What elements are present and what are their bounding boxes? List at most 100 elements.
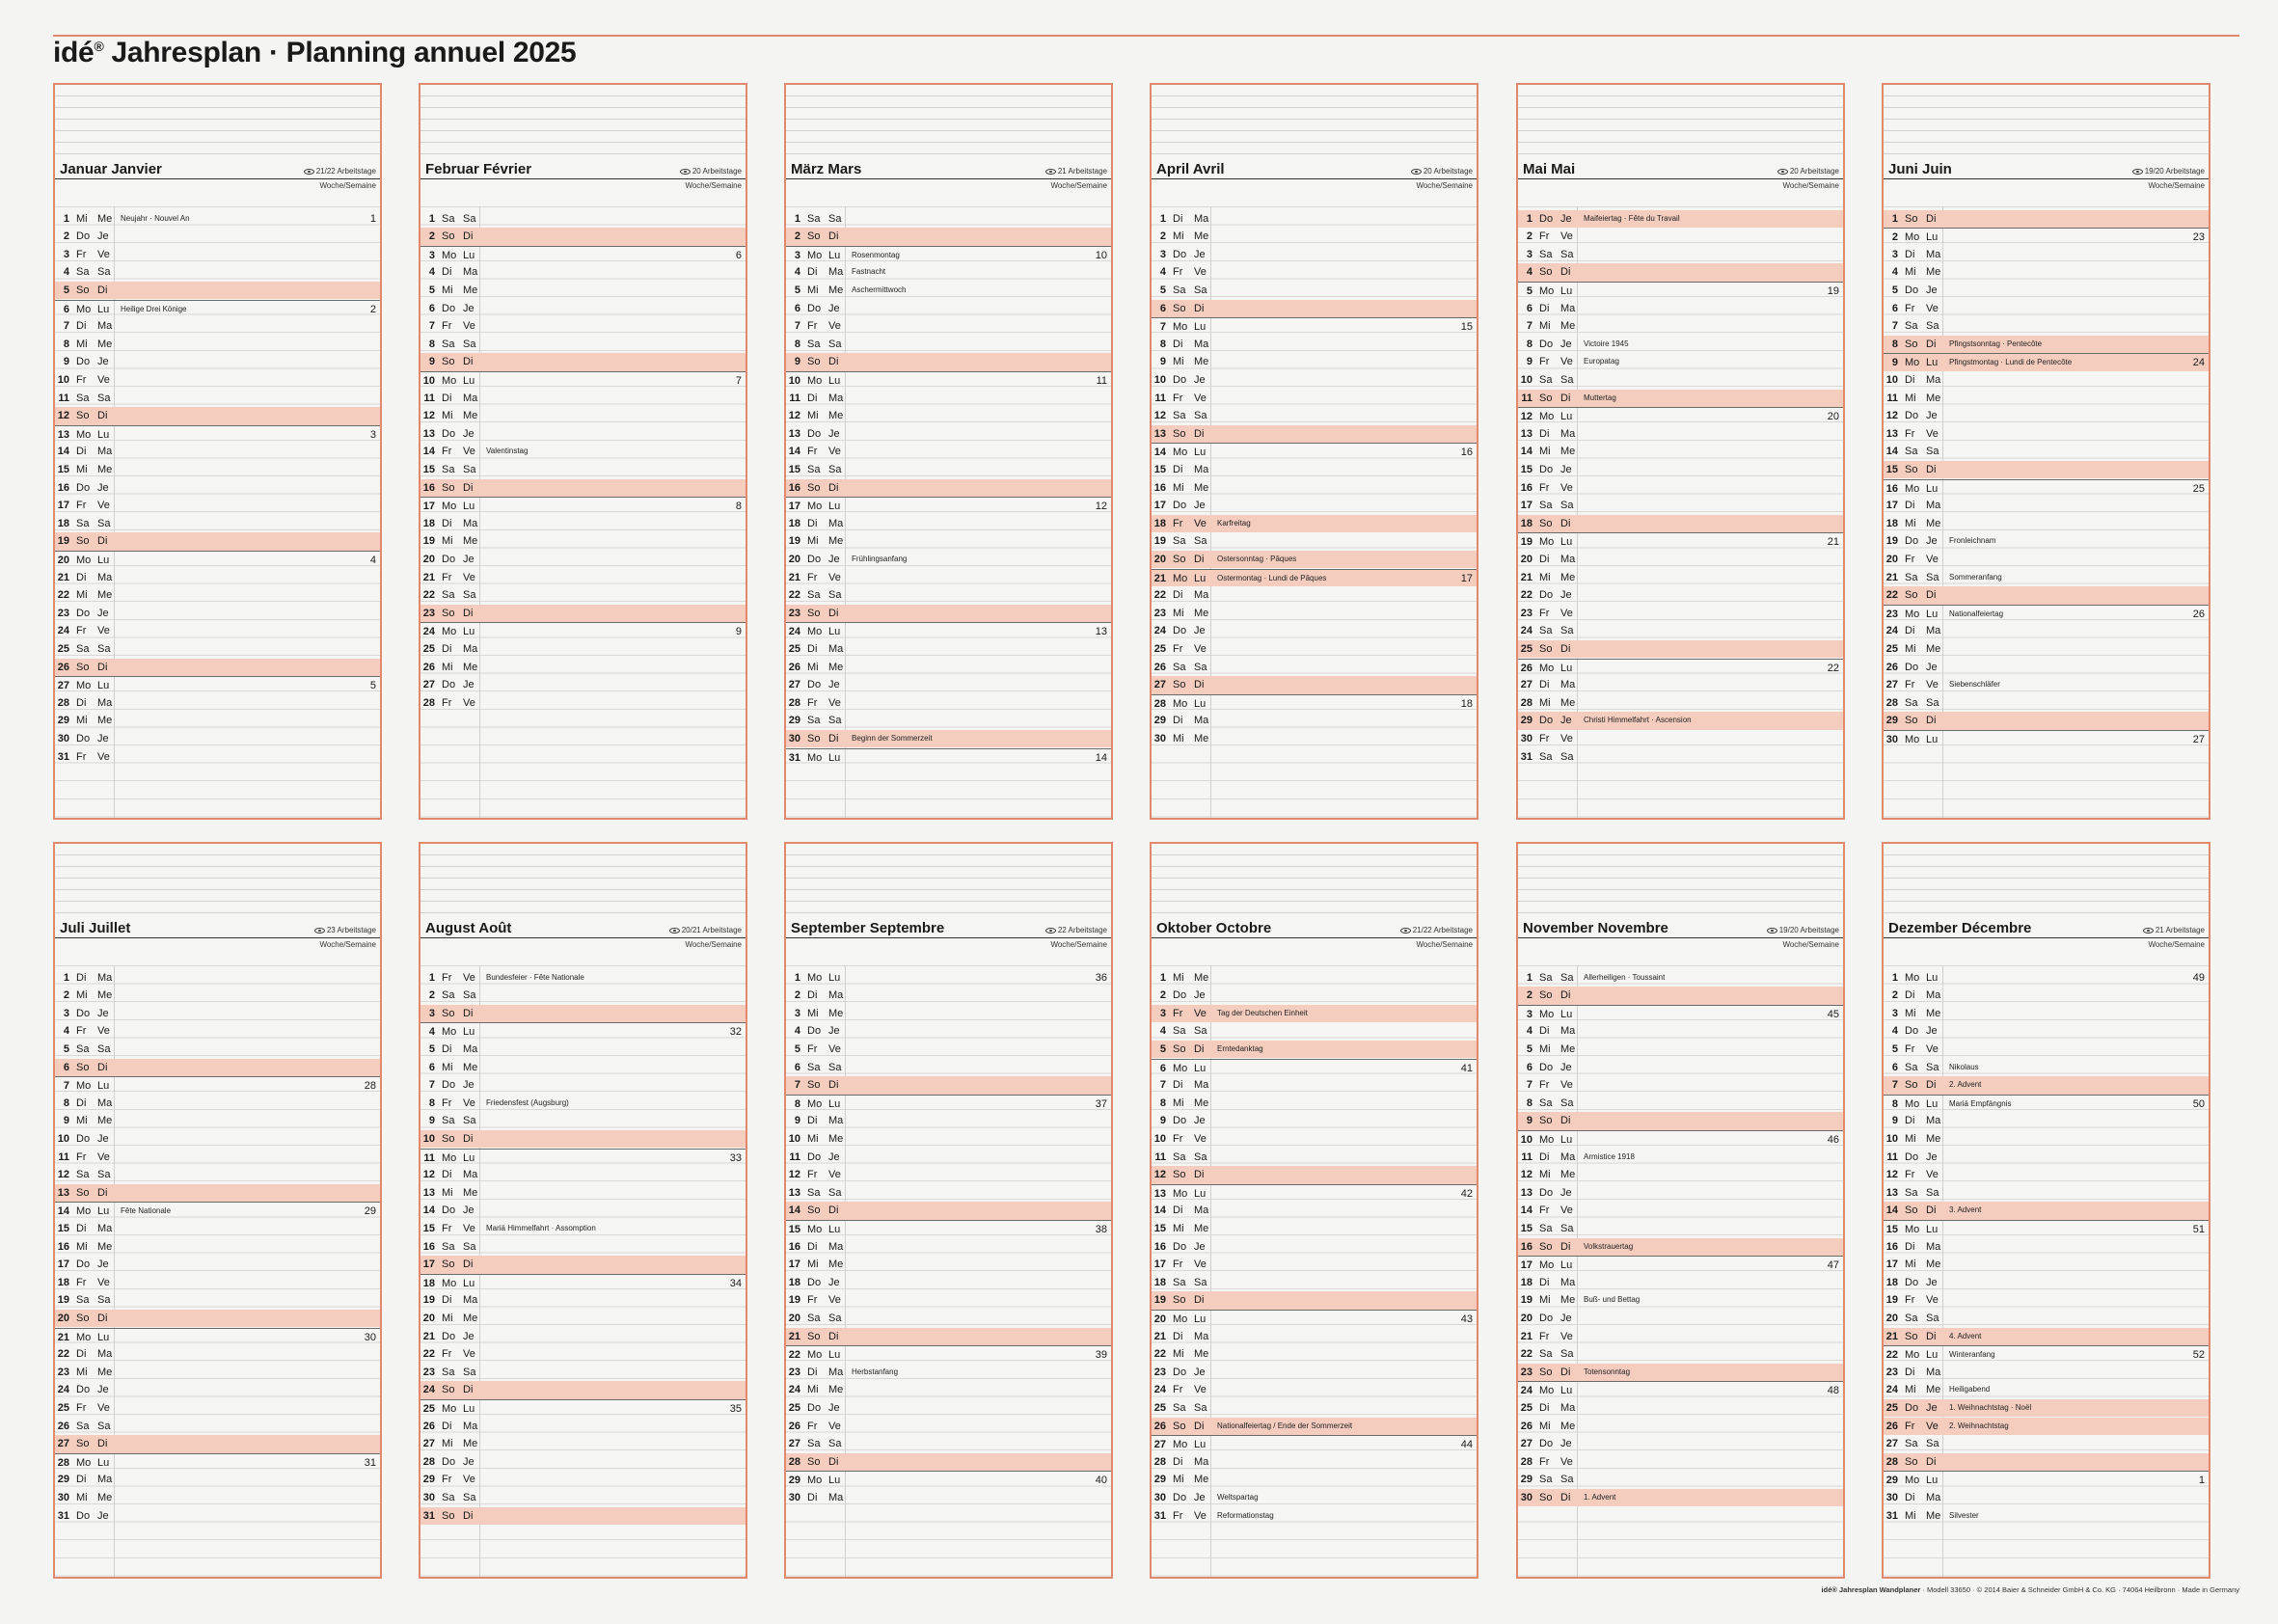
day-row[interactable]: 4 Fr Ve — [1152, 263, 1477, 282]
day-row[interactable]: 15 Di Ma — [55, 1220, 380, 1238]
day-row[interactable]: 5 Mi Me Aschermittwoch — [786, 282, 1111, 300]
day-row[interactable]: 3 Mo Lu 45 — [1518, 1004, 1843, 1023]
day-row[interactable]: 29 Sa Sa — [786, 712, 1111, 730]
day-row[interactable]: 5 So Di — [55, 281, 380, 300]
day-row[interactable]: 28 Fr Ve — [786, 694, 1111, 713]
day-row[interactable]: 8 Do Je Victoire 1945 — [1518, 336, 1843, 354]
day-row[interactable]: 19 Do Je Fronleichnam — [1884, 532, 2209, 551]
day-row[interactable]: 26 Sa Sa — [55, 1418, 380, 1436]
day-row[interactable]: 12 Mi Me — [420, 407, 746, 425]
day-row[interactable]: 1 Mi Me Neujahr · Nouvel An 1 — [55, 210, 380, 229]
day-row[interactable]: 18 Fr Ve Karfreitag — [1152, 514, 1477, 533]
day-row[interactable]: 17 Do Je — [55, 1256, 380, 1274]
day-row[interactable]: 3 Sa Sa — [1518, 246, 1843, 264]
day-row[interactable]: 21 Fr Ve — [1518, 1328, 1843, 1346]
day-row[interactable]: 21 Fr Ve — [786, 569, 1111, 587]
day-row[interactable]: 8 Di Ma — [1152, 336, 1477, 354]
day-row[interactable]: 12 So Di — [55, 407, 380, 425]
day-row[interactable]: 7 Sa Sa — [1884, 317, 2209, 336]
day-row[interactable]: 31 Sa Sa — [1518, 748, 1843, 767]
day-row[interactable]: 4 Di Ma — [1518, 1022, 1843, 1041]
day-row[interactable]: 12 Mo Lu 20 — [1518, 407, 1843, 425]
day-row[interactable]: 10 Mo Lu 46 — [1518, 1129, 1843, 1149]
day-row[interactable]: 1 So Di — [1884, 209, 2209, 229]
day-row[interactable]: 5 Di Ma — [420, 1041, 746, 1059]
day-row[interactable]: 31 Mo Lu 14 — [786, 747, 1111, 767]
day-row[interactable]: 21 Sa Sa Sommeranfang — [1884, 569, 2209, 587]
day-row[interactable]: 12 Di Ma — [420, 1166, 746, 1184]
day-row[interactable]: 2 Fr Ve — [1518, 228, 1843, 246]
day-row[interactable]: 4 So Di — [1518, 263, 1843, 282]
day-row[interactable]: 3 Di Ma — [1884, 246, 2209, 264]
day-row[interactable]: 17 Mi Me — [786, 1256, 1111, 1274]
day-row[interactable]: 7 So Di — [786, 1076, 1111, 1095]
day-row[interactable]: 7 So Di 2. Advent — [1884, 1076, 2209, 1095]
day-row[interactable]: 7 Mo Lu 28 — [55, 1076, 380, 1095]
day-row[interactable]: 19 Mi Me — [420, 532, 746, 551]
day-row[interactable]: 17 Mo Lu 12 — [786, 497, 1111, 515]
day-row[interactable]: 27 Do Je — [786, 676, 1111, 694]
day-row[interactable]: 14 So Di — [786, 1202, 1111, 1220]
day-row[interactable]: 24 Do Je — [55, 1381, 380, 1399]
day-row[interactable]: 31 So Di — [420, 1506, 746, 1526]
day-row[interactable]: 26 So Di — [55, 658, 380, 677]
notes-lines[interactable] — [1518, 85, 1843, 155]
day-row[interactable]: 19 Di Ma — [420, 1291, 746, 1310]
day-row[interactable]: 18 Do Je — [1884, 1274, 2209, 1292]
day-row[interactable]: 24 Mi Me Heiligabend — [1884, 1381, 2209, 1399]
day-row[interactable]: 27 Sa Sa — [1884, 1435, 2209, 1453]
day-row[interactable]: 3 Do Je — [1152, 246, 1477, 264]
day-row[interactable]: 15 Sa Sa — [786, 461, 1111, 479]
day-row[interactable]: 21 Di Ma — [55, 569, 380, 587]
day-row[interactable]: 8 Sa Sa — [420, 336, 746, 354]
day-row[interactable]: 10 Mi Me — [1884, 1130, 2209, 1149]
day-row[interactable]: 15 So Di — [1884, 460, 2209, 479]
day-row[interactable]: 9 Do Je — [1152, 1112, 1477, 1130]
day-row[interactable]: 8 Di Ma — [55, 1095, 380, 1113]
day-row[interactable]: 30 Di Ma — [1884, 1489, 2209, 1507]
day-row[interactable]: 9 Fr Ve Europatag — [1518, 353, 1843, 371]
day-row[interactable]: 3 Fr Ve Tag der Deutschen Einheit — [1152, 1004, 1477, 1023]
day-row[interactable]: 5 So Di Erntedanktag — [1152, 1040, 1477, 1059]
day-row[interactable]: 1 Mi Me — [1152, 969, 1477, 988]
day-row[interactable]: 18 Mi Me — [1884, 515, 2209, 533]
day-row[interactable]: 1 Do Je Maifeiertag · Fête du Travail — [1518, 209, 1843, 229]
day-row[interactable]: 17 So Di — [420, 1256, 746, 1274]
day-row[interactable]: 27 Mi Me — [420, 1435, 746, 1453]
day-row[interactable]: 13 Do Je — [786, 425, 1111, 444]
day-row[interactable]: 28 Fr Ve — [420, 694, 746, 713]
day-row[interactable]: 11 Sa Sa — [55, 390, 380, 408]
day-row[interactable]: 2 So Di — [786, 228, 1111, 246]
day-row[interactable]: 2 So Di — [420, 228, 746, 246]
day-row[interactable]: 22 Sa Sa — [1518, 1345, 1843, 1364]
day-row[interactable]: 28 Di Ma — [55, 694, 380, 713]
day-row[interactable]: 2 So Di — [1518, 987, 1843, 1005]
day-row[interactable]: 27 So Di — [55, 1435, 380, 1453]
day-row[interactable]: 17 Mi Me — [1884, 1256, 2209, 1274]
day-row[interactable]: 3 Mi Me — [1884, 1005, 2209, 1023]
day-row[interactable]: 27 Do Je — [1518, 1435, 1843, 1453]
day-row[interactable]: 8 So Di Pfingstsonntag · Pentecôte — [1884, 335, 2209, 354]
day-row[interactable]: 30 Sa Sa — [420, 1489, 746, 1507]
day-row[interactable]: 31 Do Je — [55, 1507, 380, 1526]
day-row[interactable]: 6 Do Je — [420, 300, 746, 318]
day-row[interactable]: 29 Di Ma — [55, 1471, 380, 1489]
day-row[interactable]: 24 Fr Ve — [1152, 1381, 1477, 1399]
day-row[interactable]: 2 Di Ma — [786, 987, 1111, 1005]
day-row[interactable]: 8 Mi Me — [1152, 1095, 1477, 1113]
day-row[interactable]: 4 Di Ma — [420, 263, 746, 282]
day-row[interactable]: 29 Mo Lu 40 — [786, 1471, 1111, 1489]
day-row[interactable]: 5 Sa Sa — [55, 1041, 380, 1059]
day-row[interactable]: 4 Do Je — [786, 1022, 1111, 1041]
notes-lines[interactable] — [786, 85, 1111, 155]
day-row[interactable]: 7 Mo Lu 15 — [1152, 317, 1477, 336]
day-row[interactable]: 19 Mi Me — [786, 532, 1111, 551]
day-row[interactable]: 4 Do Je — [1884, 1022, 2209, 1041]
day-row[interactable]: 11 Do Je — [786, 1149, 1111, 1167]
day-row[interactable]: 1 Sa Sa Allerheiligen · Toussaint — [1518, 969, 1843, 988]
day-row[interactable]: 13 So Di — [55, 1183, 380, 1203]
day-row[interactable]: 30 Mi Me — [1152, 730, 1477, 748]
day-row[interactable]: 1 Di Ma — [55, 969, 380, 988]
notes-lines[interactable] — [55, 85, 380, 155]
day-row[interactable]: 12 Sa Sa — [1152, 407, 1477, 425]
